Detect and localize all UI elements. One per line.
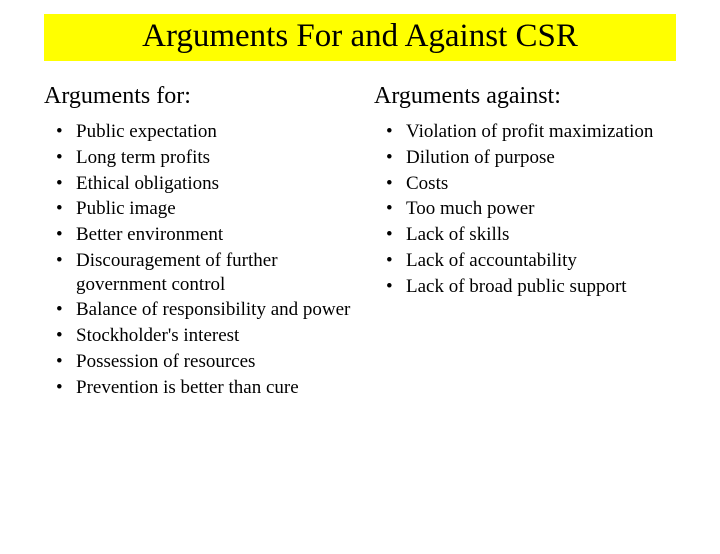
list-item: Better environment xyxy=(56,223,352,247)
slide: Arguments For and Against CSR Arguments … xyxy=(0,14,720,554)
list-item: Costs xyxy=(386,172,682,196)
list-item: Violation of profit maximization xyxy=(386,120,682,144)
column-against: Arguments against: Violation of profit m… xyxy=(360,83,690,401)
list-for: Public expectation Long term profits Eth… xyxy=(38,120,352,399)
list-item: Long term profits xyxy=(56,146,352,170)
list-item: Ethical obligations xyxy=(56,172,352,196)
list-item: Possession of resources xyxy=(56,350,352,374)
column-for: Arguments for: Public expectation Long t… xyxy=(30,83,360,401)
columns-container: Arguments for: Public expectation Long t… xyxy=(30,83,690,401)
list-item: Stockholder's interest xyxy=(56,324,352,348)
list-item: Prevention is better than cure xyxy=(56,376,352,400)
heading-for: Arguments for: xyxy=(44,83,352,110)
list-item: Public image xyxy=(56,197,352,221)
list-item: Public expectation xyxy=(56,120,352,144)
heading-against: Arguments against: xyxy=(374,83,682,110)
list-item: Lack of accountability xyxy=(386,249,682,273)
list-item: Lack of broad public support xyxy=(386,275,682,299)
list-item: Dilution of purpose xyxy=(386,146,682,170)
list-against: Violation of profit maximization Dilutio… xyxy=(368,120,682,298)
list-item: Balance of responsibility and power xyxy=(56,298,352,322)
list-item: Discouragement of further government con… xyxy=(56,249,352,297)
slide-title: Arguments For and Against CSR xyxy=(44,14,676,61)
list-item: Too much power xyxy=(386,197,682,221)
list-item: Lack of skills xyxy=(386,223,682,247)
